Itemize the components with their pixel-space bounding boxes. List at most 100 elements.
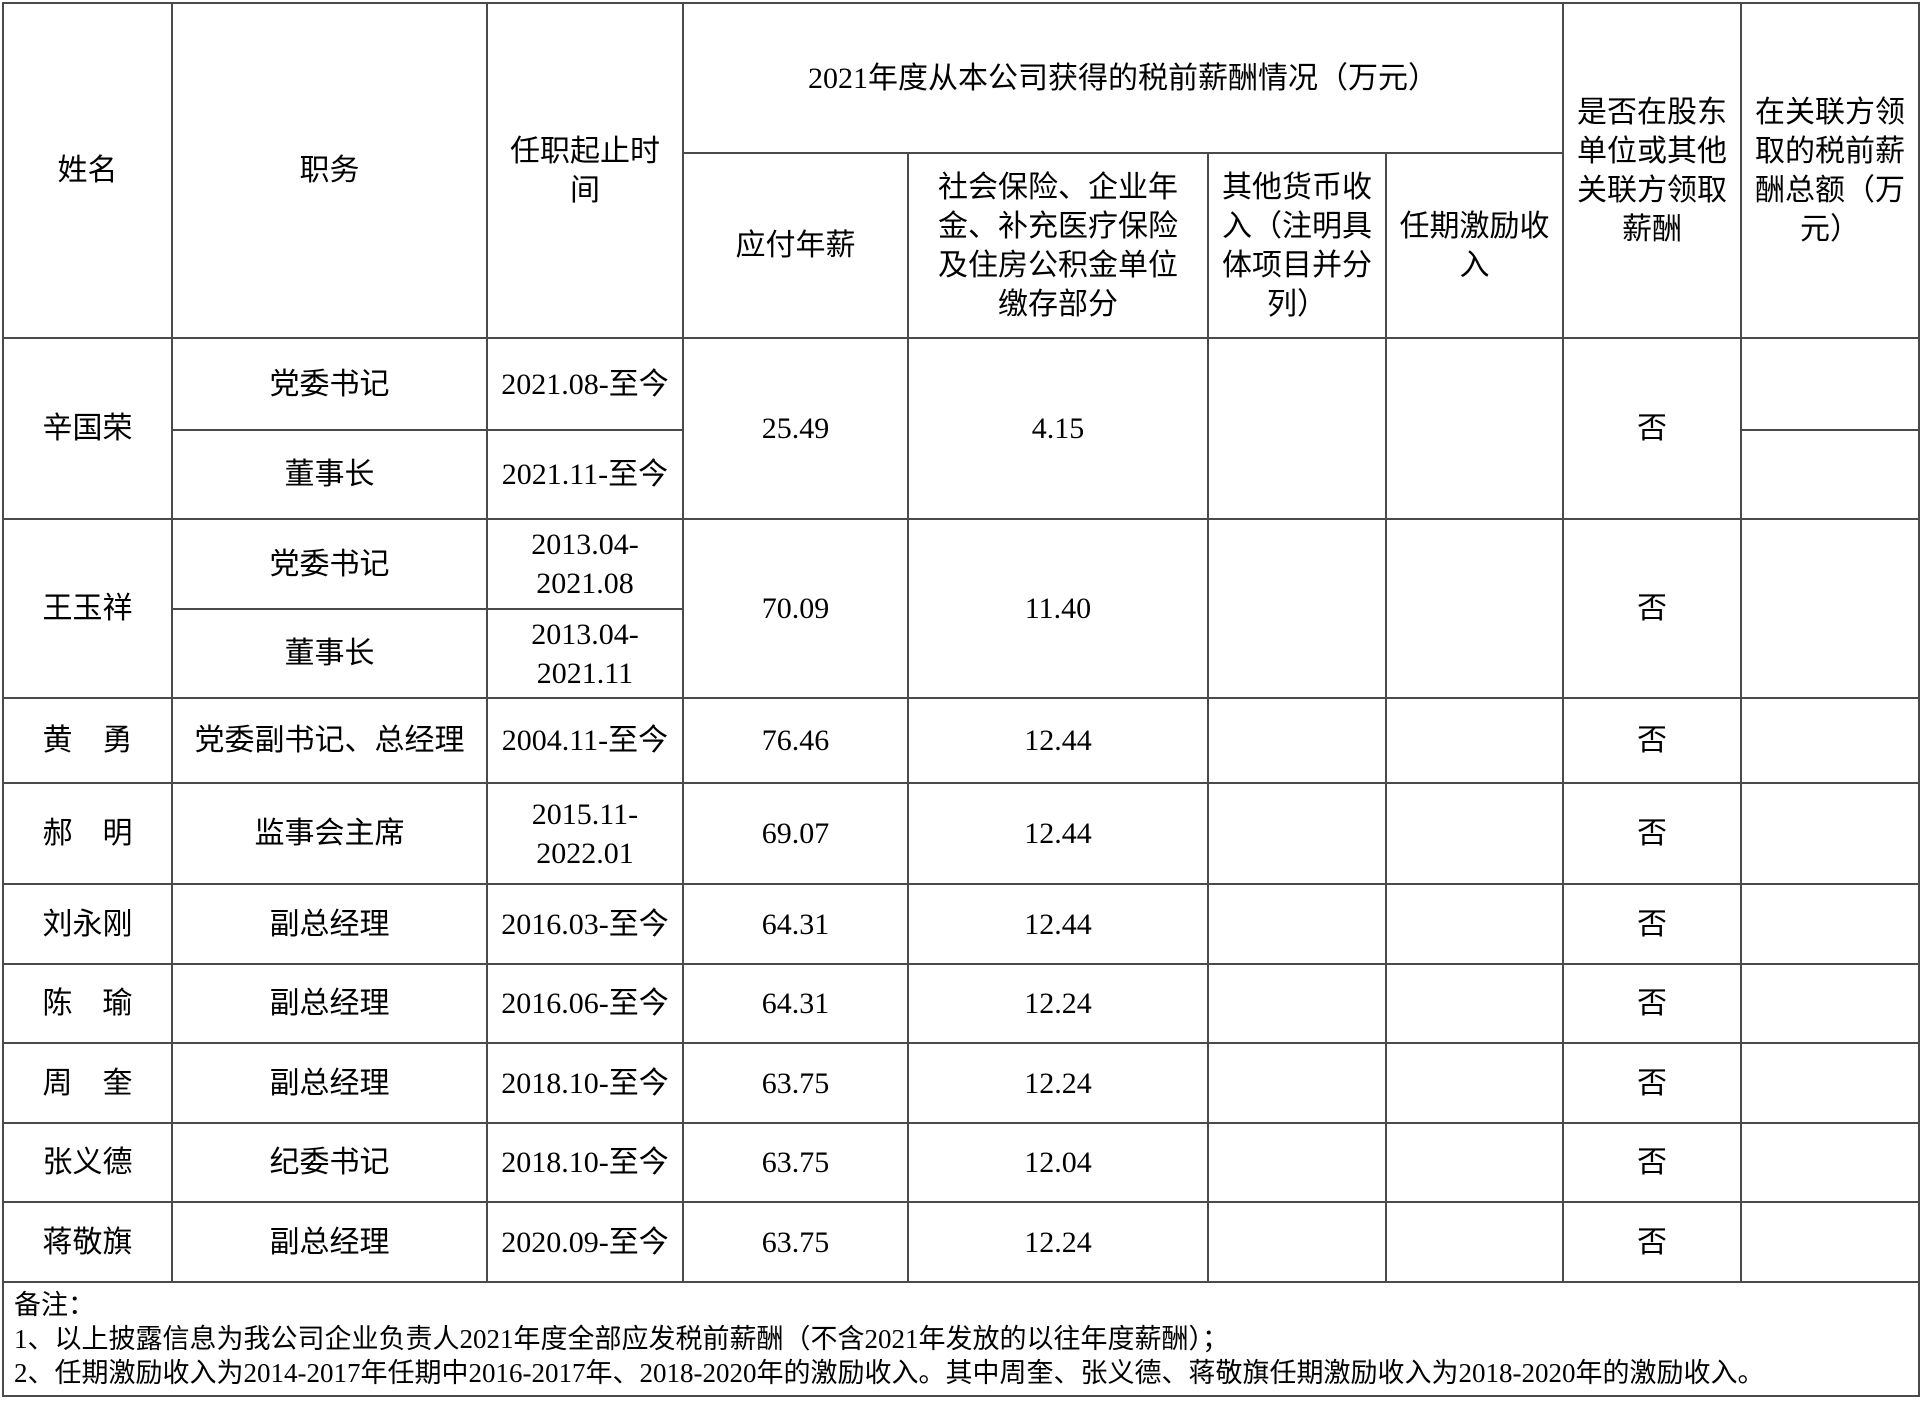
cell-salary-payable: 63.75 bbox=[682, 1122, 909, 1203]
cell-other-income bbox=[1207, 697, 1387, 784]
cell-term-2: 2021.11-至今 bbox=[486, 429, 684, 520]
cell-tenure-incentive bbox=[1385, 697, 1564, 784]
notes-cell: 备注： 1、以上披露信息为我公司企业负责人2021年度全部应发税前薪酬（不含20… bbox=[2, 1281, 1920, 1397]
cell-position-2: 董事长 bbox=[171, 608, 488, 699]
col-header-related-total: 在关联方领取的税前薪酬总额（万元） bbox=[1740, 2, 1920, 339]
cell-position: 副总经理 bbox=[171, 963, 488, 1044]
cell-related-total-top bbox=[1740, 337, 1920, 431]
table-row-xinguorong-1: 辛国荣 党委书记 2021.08-至今 25.49 4.15 否 bbox=[2, 337, 1920, 520]
cell-salary-payable: 25.49 bbox=[682, 337, 909, 520]
header-row-sub: 应付年薪 社会保险、企业年金、补充医疗保险及住房公积金单位缴存部分 其他货币收入… bbox=[3, 152, 1919, 339]
cell-other-income bbox=[1207, 337, 1387, 520]
cell-salary-payable: 63.75 bbox=[682, 1201, 909, 1283]
cell-related-flag: 否 bbox=[1562, 697, 1742, 784]
cell-salary-payable: 64.31 bbox=[682, 963, 909, 1044]
cell-salary-payable: 76.46 bbox=[682, 697, 909, 784]
cell-tenure-incentive bbox=[1385, 782, 1564, 885]
table-row-wangyuxiang-1: 王玉祥 党委书记 2013.04- 2021.08 70.09 11.40 否 bbox=[2, 518, 1920, 699]
cell-other-income bbox=[1207, 1042, 1387, 1124]
cell-related-flag: 否 bbox=[1562, 1122, 1742, 1203]
cell-position: 监事会主席 bbox=[171, 782, 488, 885]
cell-related-total bbox=[1740, 963, 1920, 1044]
cell-tenure-incentive bbox=[1385, 337, 1564, 520]
cell-position-2: 董事长 bbox=[171, 429, 488, 520]
cell-tenure-incentive bbox=[1385, 883, 1564, 965]
cell-salary-payable: 70.09 bbox=[682, 518, 909, 699]
col-header-other-income: 其他货币收入（注明具体项目并分列） bbox=[1207, 152, 1387, 339]
cell-related-total bbox=[1740, 1122, 1920, 1203]
cell-other-income bbox=[1207, 782, 1387, 885]
col-header-term-label: 任职起止时间 bbox=[510, 134, 660, 207]
cell-name: 辛国荣 bbox=[2, 337, 173, 520]
cell-name: 郝 明 bbox=[2, 782, 173, 885]
cell-position: 副总经理 bbox=[171, 1042, 488, 1124]
cell-social-insurance: 12.44 bbox=[907, 883, 1209, 965]
col-header-social-insurance: 社会保险、企业年金、补充医疗保险及住房公积金单位缴存部分 bbox=[907, 152, 1209, 339]
col-header-salary-group: 2021年度从本公司获得的税前薪酬情况（万元） bbox=[682, 2, 1564, 154]
cell-social-insurance: 4.15 bbox=[907, 337, 1209, 520]
cell-related-total bbox=[1740, 883, 1920, 965]
cell-term: 2015.11- 2022.01 bbox=[486, 782, 684, 885]
col-header-name: 姓名 bbox=[2, 2, 173, 339]
cell-other-income bbox=[1207, 1122, 1387, 1203]
cell-related-total bbox=[1740, 782, 1920, 885]
header-row-top: 姓名 职务 任职起止时间 2021年度从本公司获得的税前薪酬情况（万元） 是否在… bbox=[2, 2, 1920, 339]
cell-tenure-incentive bbox=[1385, 1122, 1564, 1203]
cell-salary-payable: 69.07 bbox=[682, 782, 909, 885]
cell-tenure-incentive bbox=[1385, 1042, 1564, 1124]
cell-social-insurance: 12.04 bbox=[907, 1122, 1209, 1203]
cell-related-flag: 否 bbox=[1562, 883, 1742, 965]
table-row: 周 奎 副总经理 2018.10-至今 63.75 12.24 否 bbox=[2, 1042, 1920, 1124]
cell-related-flag: 否 bbox=[1562, 1201, 1742, 1283]
cell-name: 陈 瑜 bbox=[2, 963, 173, 1044]
cell-social-insurance: 12.24 bbox=[907, 1201, 1209, 1283]
cell-related-flag: 否 bbox=[1562, 782, 1742, 885]
table-row: 张义德 纪委书记 2018.10-至今 63.75 12.04 否 bbox=[2, 1122, 1920, 1203]
cell-term: 2004.11-至今 bbox=[486, 697, 684, 784]
col-header-position: 职务 bbox=[171, 2, 488, 339]
cell-related-flag: 否 bbox=[1562, 963, 1742, 1044]
col-header-tenure-incentive: 任期激励收入 bbox=[1385, 152, 1564, 339]
cell-position-1: 党委书记 bbox=[171, 337, 488, 431]
col-header-tenure-incentive-label: 任期激励收入 bbox=[1399, 209, 1550, 282]
cell-term: 2016.06-至今 bbox=[486, 963, 684, 1044]
cell-term: 2018.10-至今 bbox=[486, 1122, 684, 1203]
notes-line-1: 1、以上披露信息为我公司企业负责人2021年度全部应发税前薪酬（不含2021年发… bbox=[14, 1324, 1229, 1354]
notes-row: 备注： 1、以上披露信息为我公司企业负责人2021年度全部应发税前薪酬（不含20… bbox=[2, 1281, 1920, 1397]
col-header-related-flag-label: 是否在股东单位或其他关联方领取薪酬 bbox=[1577, 95, 1727, 246]
cell-related-total bbox=[1740, 697, 1920, 784]
table-row: 黄 勇 党委副书记、总经理 2004.11-至今 76.46 12.44 否 bbox=[2, 697, 1920, 784]
col-header-salary-payable: 应付年薪 bbox=[682, 152, 909, 339]
cell-name: 刘永刚 bbox=[2, 883, 173, 965]
cell-salary-payable: 64.31 bbox=[682, 883, 909, 965]
cell-term: 2016.03-至今 bbox=[486, 883, 684, 965]
table-row: 陈 瑜 副总经理 2016.06-至今 64.31 12.24 否 bbox=[2, 963, 1920, 1044]
notes-line-2: 2、任期激励收入为2014-2017年任期中2016-2017年、2018-20… bbox=[14, 1358, 1765, 1388]
cell-tenure-incentive bbox=[1385, 518, 1564, 699]
cell-other-income bbox=[1207, 1201, 1387, 1283]
cell-related-flag: 否 bbox=[1562, 1042, 1742, 1124]
notes-title: 备注： bbox=[14, 1290, 95, 1320]
cell-social-insurance: 12.24 bbox=[907, 963, 1209, 1044]
cell-social-insurance: 11.40 bbox=[907, 518, 1209, 699]
cell-salary-payable: 63.75 bbox=[682, 1042, 909, 1124]
cell-term-1: 2021.08-至今 bbox=[486, 337, 684, 431]
col-header-related-total-label: 在关联方领取的税前薪酬总额（万元） bbox=[1755, 95, 1905, 246]
table-row: 郝 明 监事会主席 2015.11- 2022.01 69.07 12.44 否 bbox=[2, 782, 1920, 885]
cell-related-total bbox=[1740, 1201, 1920, 1283]
table-row-wangyuxiang-2: 董事长 2013.04- 2021.11 bbox=[3, 608, 1919, 699]
table-row: 刘永刚 副总经理 2016.03-至今 64.31 12.44 否 bbox=[2, 883, 1920, 965]
cell-related-total bbox=[1740, 518, 1920, 699]
cell-name: 王玉祥 bbox=[2, 518, 173, 699]
cell-social-insurance: 12.24 bbox=[907, 1042, 1209, 1124]
cell-position: 党委副书记、总经理 bbox=[171, 697, 488, 784]
cell-related-flag: 否 bbox=[1562, 518, 1742, 699]
cell-term-1: 2013.04- 2021.08 bbox=[486, 518, 684, 610]
cell-name: 周 奎 bbox=[2, 1042, 173, 1124]
cell-related-flag: 否 bbox=[1562, 337, 1742, 520]
table-row-xinguorong-2: 董事长 2021.11-至今 bbox=[3, 429, 1920, 520]
cell-social-insurance: 12.44 bbox=[907, 782, 1209, 885]
cell-position: 副总经理 bbox=[171, 883, 488, 965]
cell-related-total-bottom bbox=[1740, 429, 1920, 520]
cell-other-income bbox=[1207, 518, 1387, 699]
